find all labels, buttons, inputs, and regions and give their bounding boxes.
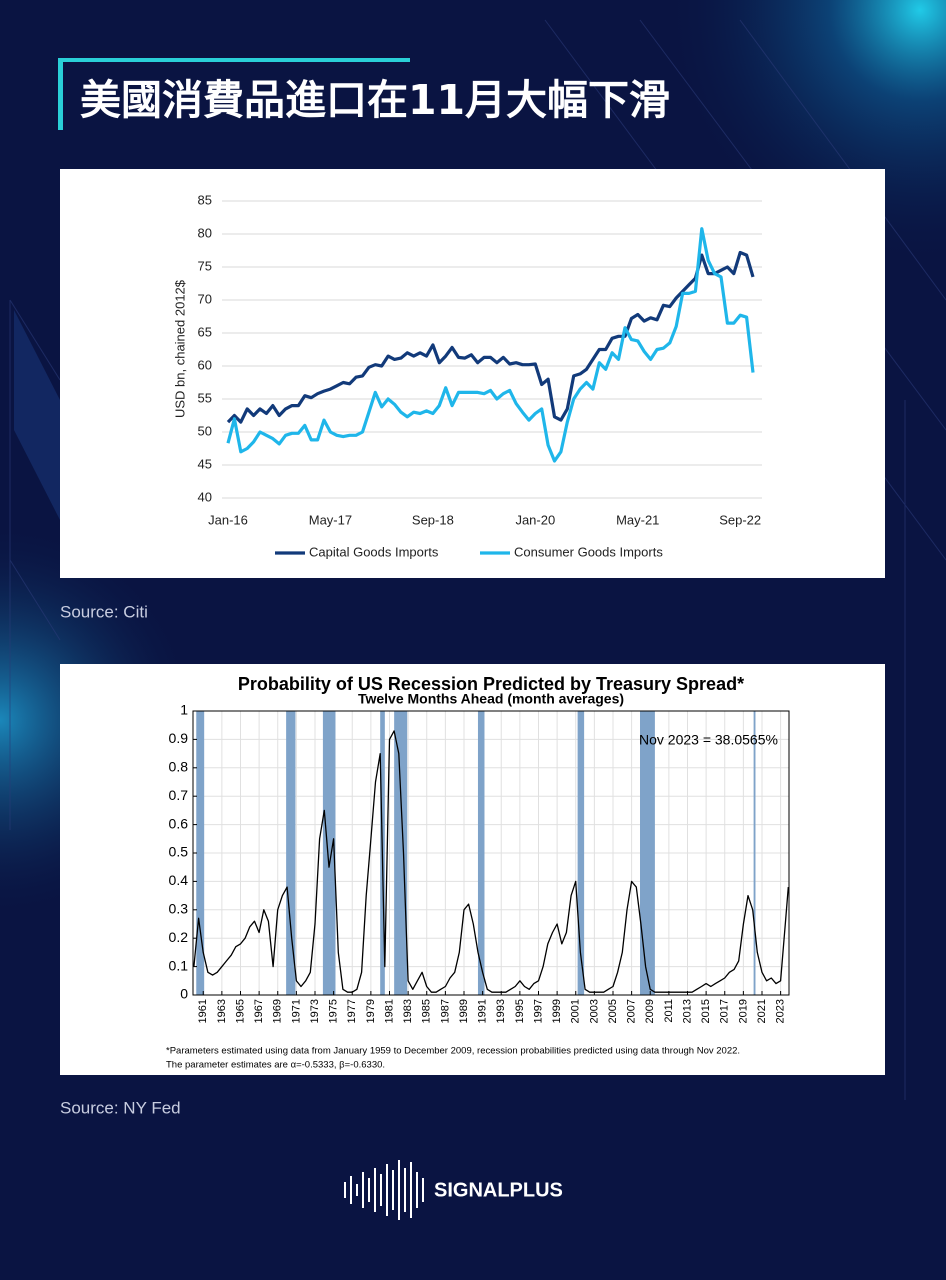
x-tick-label: 2009	[644, 999, 656, 1023]
x-tick-label: 1961	[197, 999, 209, 1023]
x-tick-label: 1973	[309, 999, 321, 1023]
x-tick-label: Jan-20	[515, 512, 555, 527]
chart: Probability of US Recession Predicted by…	[166, 674, 790, 1071]
x-tick-label: 2007	[626, 999, 638, 1023]
y-tick-label: 55	[198, 390, 212, 405]
x-tick-label: 1981	[383, 999, 395, 1023]
x-tick-label: May-17	[309, 512, 352, 527]
x-tick-label: 1967	[253, 999, 265, 1023]
x-tick-label: 1993	[495, 999, 507, 1023]
y-tick-label: 70	[198, 291, 212, 306]
title-rule	[58, 58, 410, 62]
x-tick-label: Sep-18	[412, 512, 454, 527]
x-tick-label: 2023	[775, 999, 787, 1023]
legend-label: Capital Goods Imports	[309, 544, 439, 559]
x-tick-label: 1979	[365, 999, 377, 1023]
x-tick-label: 2013	[681, 999, 693, 1023]
footnote: The parameter estimates are α=-0.5333, β…	[166, 1060, 385, 1071]
y-tick-label: 85	[198, 192, 212, 207]
x-tick-label: 1997	[532, 999, 544, 1023]
recession-band	[322, 711, 336, 995]
x-tick-label: 2011	[663, 999, 675, 1023]
x-tick-label: Jan-16	[208, 512, 248, 527]
x-tick-label: 2017	[719, 999, 731, 1023]
series-line	[193, 730, 789, 993]
source: Source: Citi	[60, 602, 148, 621]
series-line	[226, 227, 755, 463]
logo-icon	[344, 1160, 424, 1220]
y-tick-label: 40	[198, 489, 212, 504]
annotation: Nov 2023 = 38.0565%	[639, 732, 778, 748]
x-tick-label: 2001	[570, 999, 582, 1023]
y-tick-label: 45	[198, 456, 212, 471]
footnote: *Parameters estimated using data from Ja…	[166, 1046, 740, 1057]
x-tick-label: 2005	[607, 999, 619, 1023]
y-tick-label: 1	[180, 702, 188, 718]
y-tick-label: 75	[198, 258, 212, 273]
y-tick-label: 0.7	[169, 787, 189, 803]
series-line	[226, 250, 755, 424]
y-tick-label: 0.6	[169, 815, 189, 831]
x-tick-label: 2019	[737, 999, 749, 1023]
recession-band	[196, 711, 205, 995]
y-tick-label: 65	[198, 324, 212, 339]
page-title: 美國消費品進口在11月大幅下滑	[80, 76, 670, 124]
y-tick-label: 60	[198, 357, 212, 372]
decor-shape	[14, 310, 60, 520]
chart-subtitle: Twelve Months Ahead (month averages)	[358, 691, 624, 707]
recession-band	[394, 711, 408, 995]
y-tick-label: 0.1	[169, 957, 189, 973]
x-tick-label: 1963	[216, 999, 228, 1023]
x-tick-label: 1985	[421, 999, 433, 1023]
y-tick-label: 0	[180, 986, 188, 1002]
chart-panel	[60, 169, 885, 578]
x-tick-label: 1995	[514, 999, 526, 1023]
title-bar	[58, 58, 63, 130]
source: Source: NY Fed	[60, 1098, 181, 1117]
x-tick-label: 2003	[588, 999, 600, 1023]
x-tick-label: 1987	[439, 999, 451, 1023]
recession-band	[640, 711, 655, 995]
x-tick-label: 1999	[551, 999, 563, 1023]
x-tick-label: 1991	[477, 999, 489, 1023]
x-tick-label: 1971	[290, 999, 302, 1023]
y-tick-label: 0.2	[169, 929, 189, 945]
y-tick-label: 80	[198, 225, 212, 240]
recession-band	[753, 711, 756, 995]
y-tick-label: 0.5	[169, 844, 189, 860]
recession-band	[577, 711, 585, 995]
recession-band	[286, 711, 296, 995]
x-tick-label: 1983	[402, 999, 414, 1023]
chart: USD bn, chained 2012$ 40 45 50 55 60 65 70 75 80…	[172, 192, 762, 559]
y-tick-label: 0.4	[169, 872, 189, 888]
y-axis-label: USD bn, chained 2012$	[172, 279, 187, 418]
x-tick-label: 1965	[234, 999, 246, 1023]
y-tick-label: 0.8	[169, 759, 189, 775]
x-tick-label: 1975	[328, 999, 340, 1023]
x-tick-label: May-21	[616, 512, 659, 527]
recession-band	[477, 711, 485, 995]
y-tick-label: 0.3	[169, 901, 189, 917]
legend-label: Consumer Goods Imports	[514, 544, 663, 559]
x-tick-label: 2015	[700, 999, 712, 1023]
x-tick-label: 1969	[272, 999, 284, 1023]
y-tick-label: 0.9	[169, 730, 189, 746]
chart-title: Probability of US Recession Predicted by…	[238, 674, 744, 694]
y-tick-label: 50	[198, 423, 212, 438]
brand: SIGNALPLUS	[434, 1179, 563, 1201]
x-tick-label: Sep-22	[719, 512, 761, 527]
x-tick-label: 2021	[756, 999, 768, 1023]
x-tick-label: 1989	[458, 999, 470, 1023]
x-tick-label: 1977	[346, 999, 358, 1023]
